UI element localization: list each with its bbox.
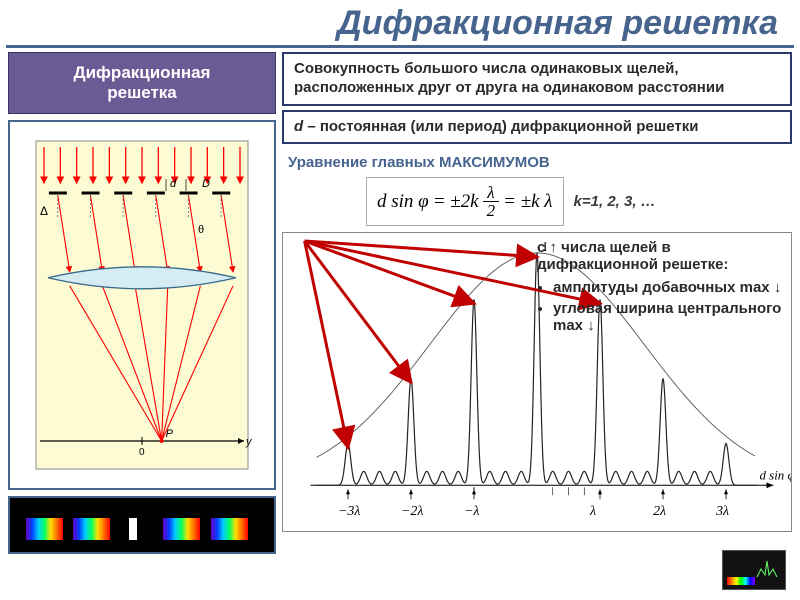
right-column: Совокупность большого числа одинаковых щ…	[282, 52, 792, 554]
subject-line1: Дифракционная	[74, 63, 211, 82]
spectrum-diagram	[8, 496, 276, 554]
definition-box: Совокупность большого числа одинаковых щ…	[282, 52, 792, 106]
grating-diagram: d D Δθ y 0 P	[8, 120, 276, 490]
content: Дифракционная решетка d D Δθ y 0 P Совокупнос…	[0, 48, 800, 558]
subject-box: Дифракционная решетка	[8, 52, 276, 114]
annot-item: амплитуды добавочных max ↓	[553, 279, 783, 296]
d-box: d – постоянная (или период) дифракционно…	[282, 110, 792, 145]
svg-text:d sin φ: d sin φ	[760, 468, 791, 483]
k-list: k=1, 2, 3, …	[574, 193, 656, 210]
d-text: – постоянная (или период) дифракционной …	[303, 118, 698, 135]
svg-text:P: P	[166, 428, 174, 440]
svg-text:−λ: −λ	[464, 504, 479, 519]
f-lhs: d sin φ	[377, 191, 429, 213]
formula-line: d sin φ = ±2k λ 2 = ±k λ k=1, 2, 3, …	[366, 177, 792, 226]
subject-line2: решетка	[107, 83, 177, 102]
left-column: Дифракционная решетка d D Δθ y 0 P	[8, 52, 276, 554]
svg-text:D: D	[202, 178, 210, 190]
svg-text:d: d	[170, 178, 177, 190]
fraction: λ 2	[483, 184, 500, 219]
annot-item: угловая ширина центрального max ↓	[553, 300, 783, 334]
f-eq2: = ±k λ	[503, 191, 552, 213]
annot-list: амплитуды добавочных max ↓ угловая ширина…	[553, 279, 783, 334]
thumb-spectrum	[727, 577, 755, 585]
intensity-chart: d sin φI−3λ−2λ−λλ2λ3λ с ↑ числа щелей в …	[282, 232, 792, 532]
annotation-block: с ↑ числа щелей в дифракционной решетке:…	[537, 239, 783, 338]
frac-den: 2	[483, 202, 500, 219]
annot-heading: с ↑ числа щелей в дифракционной решетке:	[537, 239, 783, 273]
svg-text:Δ: Δ	[40, 204, 48, 218]
svg-text:θ: θ	[198, 224, 204, 236]
svg-text:2λ: 2λ	[653, 504, 666, 519]
formula: d sin φ = ±2k λ 2 = ±k λ	[366, 177, 564, 226]
frac-num: λ	[483, 184, 498, 202]
thumbnail	[722, 550, 786, 590]
svg-text:0: 0	[139, 447, 145, 458]
svg-text:−3λ: −3λ	[338, 504, 360, 519]
f-eq1: = ±2k	[433, 191, 479, 213]
svg-text:λ: λ	[589, 504, 596, 519]
d-var: d	[294, 118, 303, 135]
page-title: Дифракционная решетка	[6, 0, 794, 48]
svg-text:−2λ: −2λ	[401, 504, 423, 519]
svg-text:y: y	[245, 436, 253, 448]
svg-text:3λ: 3λ	[715, 504, 729, 519]
maxima-heading: Уравнение главных МАКСИМУМОВ	[288, 154, 792, 171]
thumb-graph	[755, 557, 779, 581]
